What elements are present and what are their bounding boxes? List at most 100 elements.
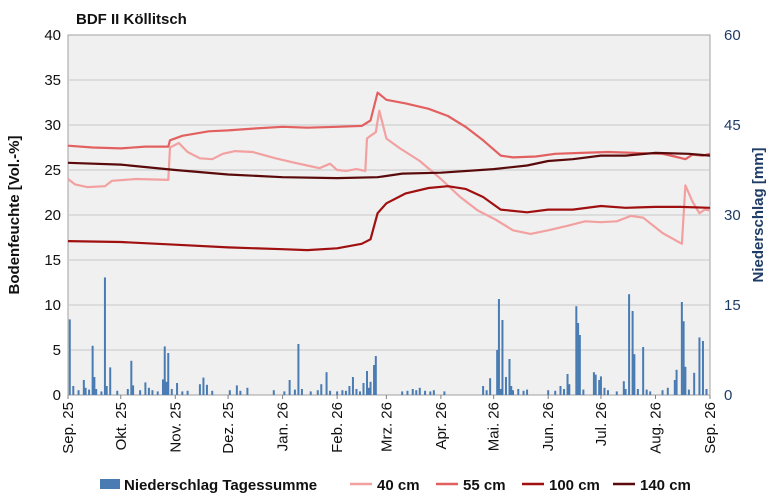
- precipitation-bar: [568, 384, 571, 395]
- soil-moisture-lines: [67, 91, 711, 252]
- precipitation-bar: [701, 341, 704, 395]
- precipitation-bar: [126, 389, 129, 395]
- precipitation-bar: [499, 389, 502, 395]
- precipitation-bar: [341, 390, 344, 395]
- precipitation-bar: [594, 374, 597, 395]
- precipitation-bar: [374, 356, 377, 395]
- y-tick-label-left: 0: [53, 387, 61, 404]
- precipitation-bar: [424, 390, 427, 395]
- precipitation-bar: [687, 389, 690, 395]
- precipitation-bar: [406, 390, 409, 395]
- precipitation-bar: [156, 391, 159, 395]
- precipitation-bar: [577, 323, 580, 395]
- precipitation-bar: [429, 391, 432, 395]
- precipitation-bar: [418, 387, 421, 395]
- gridlines: [68, 79, 710, 351]
- precipitation-bar: [300, 389, 303, 395]
- precipitation-bar: [628, 294, 631, 395]
- y-tick-label-left: 25: [44, 162, 61, 179]
- precipitation-bar: [526, 389, 529, 395]
- y-tick-label-right: 0: [724, 387, 732, 404]
- legend-swatch-bar: [100, 479, 120, 489]
- precipitation-bar: [95, 389, 98, 395]
- precipitation-bar: [578, 335, 581, 395]
- precipitation-bar: [559, 386, 562, 395]
- precipitation-bar: [645, 389, 648, 395]
- precipitation-bar: [631, 311, 634, 395]
- y-tick-label-right: 30: [724, 207, 741, 224]
- y-tick-label-right: 60: [724, 27, 741, 44]
- legend-label: 55 cm: [463, 477, 506, 494]
- precipitation-bar: [163, 346, 166, 395]
- precipitation-bar: [615, 391, 618, 395]
- precipitation-bar: [497, 299, 500, 395]
- legend-label: Niederschlag Tagessumme: [124, 477, 317, 494]
- x-tick-label: Sep. 25: [60, 402, 77, 454]
- precipitation-bar: [369, 381, 372, 395]
- x-tick-label: Okt. 25: [113, 402, 130, 450]
- precipitation-bar: [348, 386, 351, 395]
- legend-label: 100 cm: [549, 477, 600, 494]
- precipitation-bar: [508, 359, 511, 395]
- precipitation-bar: [355, 389, 358, 395]
- precipitation-bar: [705, 389, 708, 395]
- precipitation-bar: [336, 391, 339, 395]
- precipitation-bar: [165, 381, 168, 395]
- x-tick-label: Nov. 25: [167, 402, 184, 453]
- precipitation-bar: [84, 387, 87, 395]
- precipitation-bars: [68, 277, 708, 395]
- axes: 0 5 10 15 20 25 30 35 40 0 15 30 45 60 Sep. 25 Okt. 25 N…: [44, 27, 740, 454]
- precipitation-bar: [351, 377, 354, 395]
- precipitation-bar: [288, 380, 291, 395]
- precipitation-bar: [575, 306, 578, 395]
- precipitation-bar: [642, 347, 645, 395]
- x-tick-label: Aug. 26: [647, 402, 664, 454]
- precipitation-bar: [68, 319, 71, 395]
- precipitation-bar: [675, 369, 678, 395]
- precipitation-bar: [496, 350, 499, 395]
- precipitation-bar: [443, 391, 446, 395]
- precipitation-bar: [235, 385, 238, 395]
- precipitation-bar: [109, 367, 112, 395]
- precipitation-bar: [309, 391, 312, 395]
- precipitation-bar: [147, 387, 150, 395]
- y-axis-title-right: Niederschlag [mm]: [750, 147, 767, 282]
- x-tick-label: Mrz. 26: [378, 402, 395, 452]
- series-line-140-cm: [67, 151, 711, 180]
- precipitation-bar: [228, 390, 231, 395]
- precipitation-bar: [186, 390, 189, 395]
- precipitation-bar: [297, 344, 300, 395]
- precipitation-bar: [547, 390, 550, 395]
- y-axis-title-left: Bodenfeuchte [Vol.-%]: [6, 136, 23, 295]
- series-line-100-cm: [67, 185, 711, 252]
- precipitation-bar: [501, 320, 504, 395]
- precipitation-bar: [661, 390, 664, 395]
- precipitation-bar: [367, 387, 370, 395]
- precipitation-bar: [320, 384, 323, 395]
- y-tick-label-left: 20: [44, 207, 61, 224]
- precipitation-bar: [82, 380, 85, 395]
- precipitation-bar: [344, 390, 347, 395]
- precipitation-bar: [680, 302, 683, 395]
- precipitation-bar: [293, 389, 296, 395]
- precipitation-bar: [666, 387, 669, 395]
- precipitation-bar: [325, 372, 328, 395]
- precipitation-bar: [91, 345, 94, 395]
- precipitation-bar: [411, 389, 414, 395]
- precipitation-bar: [272, 390, 275, 395]
- precipitation-bar: [598, 380, 601, 395]
- precipitation-bar: [599, 376, 602, 395]
- precipitation-bar: [239, 390, 242, 395]
- precipitation-bar: [105, 386, 108, 395]
- precipitation-bar: [603, 387, 606, 395]
- precipitation-bar: [563, 389, 566, 395]
- precipitation-bar: [100, 391, 103, 395]
- precipitation-bar: [512, 390, 515, 395]
- x-tick-label: Apr. 26: [433, 402, 450, 450]
- precipitation-bar: [432, 390, 435, 395]
- precipitation-bar: [366, 371, 369, 395]
- y-tick-label-left: 30: [44, 117, 61, 134]
- precipitation-bar: [88, 389, 91, 395]
- precipitation-bar: [554, 390, 557, 395]
